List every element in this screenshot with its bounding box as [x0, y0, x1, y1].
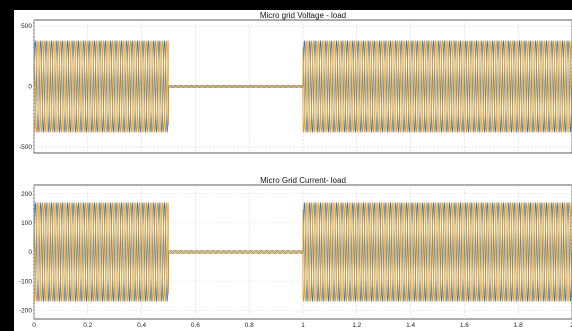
x-tick-label: 1.8 — [514, 322, 523, 329]
x-tick-label: 0.6 — [191, 322, 200, 329]
figure: Micro grid Voltage - load -500 0 500 Micro G… — [14, 10, 572, 331]
series-line-phase-2 — [34, 202, 572, 302]
series-line-phase-2 — [34, 40, 572, 133]
x-tick-label: 0.2 — [83, 322, 92, 329]
y-tick-label: -500 — [19, 144, 32, 151]
x-tick-label: 1 — [301, 322, 305, 329]
x-tick-label: 2 — [570, 322, 572, 329]
y-tick-label: 0 — [28, 84, 32, 91]
chart-title: Micro grid Voltage - load — [260, 11, 346, 20]
y-tick-label: 200 — [21, 191, 32, 198]
y-tick-label: -100 — [19, 278, 32, 285]
chart-title: Micro Grid Current- load — [260, 176, 346, 185]
series-line-phase-1 — [34, 40, 572, 133]
subplot-2: Micro Grid Current- load -200 -100 0 100 200 0… — [19, 176, 572, 329]
subplot-1: Micro grid Voltage - load -500 0 500 — [19, 11, 572, 154]
y-tick-label: -200 — [19, 307, 32, 314]
x-tick-label: 1.4 — [406, 322, 415, 329]
x-tick-label: 1.6 — [460, 322, 469, 329]
x-tick-label: 1.2 — [352, 322, 361, 329]
y-tick-label: 0 — [28, 249, 32, 256]
y-tick-label: 100 — [21, 220, 32, 227]
series-line-phase-1 — [34, 202, 572, 302]
series-line-phase-3 — [34, 40, 572, 133]
x-tick-label: 0.4 — [137, 322, 146, 329]
y-tick-label: 500 — [21, 23, 32, 30]
series-line-phase-3 — [34, 202, 572, 302]
chart-canvas: Micro grid Voltage - load -500 0 500 Micro G… — [19, 11, 572, 329]
x-tick-label: 0.8 — [245, 322, 254, 329]
x-tick-label: 0 — [32, 322, 36, 329]
